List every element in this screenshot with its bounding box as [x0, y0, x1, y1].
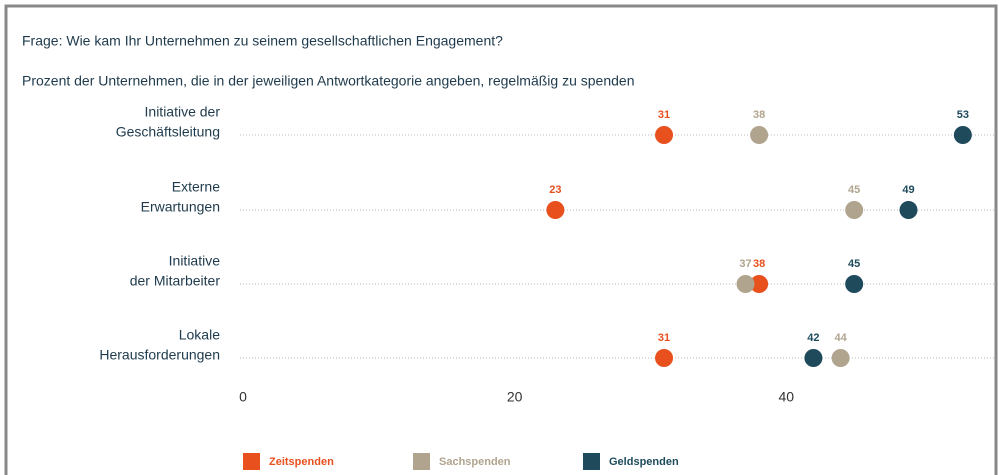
dot: [953, 126, 972, 144]
category-label: Herausforderungen: [99, 347, 220, 363]
value-label: 38: [753, 109, 765, 121]
legend-swatch: [243, 453, 260, 470]
value-label: 45: [848, 184, 860, 196]
dot: [845, 201, 864, 219]
legend-label: Sachspenden: [439, 456, 511, 468]
legend-swatch: [413, 453, 430, 470]
x-tick-label: 40: [778, 389, 794, 405]
dot: [750, 275, 769, 293]
value-label: 44: [834, 332, 847, 344]
value-label: 53: [957, 109, 969, 121]
category-label: Geschäftsleitung: [116, 124, 220, 140]
value-label: 45: [848, 258, 860, 270]
dot: [845, 275, 864, 293]
x-tick-label: 0: [239, 389, 247, 405]
dot: [736, 275, 755, 293]
category-label: Initiative: [169, 253, 221, 269]
dot: [899, 201, 918, 219]
value-label: 49: [902, 184, 914, 196]
category-label: Externe: [172, 179, 220, 195]
value-label: 31: [658, 109, 670, 121]
dot: [655, 349, 674, 367]
dot: [750, 126, 769, 144]
chart-subtitle: Prozent der Unternehmen, die in der jewe…: [22, 73, 635, 89]
dot: [546, 201, 565, 219]
dot: [831, 349, 850, 367]
chart-title: Frage: Wie kam Ihr Unternehmen zu seinem…: [22, 33, 503, 49]
category-label: Lokale: [179, 327, 220, 343]
frame: [4, 4, 998, 475]
value-label: 38: [753, 258, 765, 270]
legend-label: Zeitspenden: [269, 456, 334, 468]
legend-label: Geldspenden: [609, 456, 679, 468]
value-label: 23: [549, 184, 561, 196]
category-label: der Mitarbeiter: [130, 273, 221, 289]
value-label: 37: [739, 258, 751, 270]
legend-swatch: [583, 453, 600, 470]
value-label: 31: [658, 332, 670, 344]
value-label: 42: [807, 332, 819, 344]
dot: [655, 126, 674, 144]
category-label: Initiative der: [145, 104, 221, 120]
x-tick-label: 20: [507, 389, 523, 405]
dot: [804, 349, 823, 367]
category-label: Erwartungen: [141, 199, 220, 215]
